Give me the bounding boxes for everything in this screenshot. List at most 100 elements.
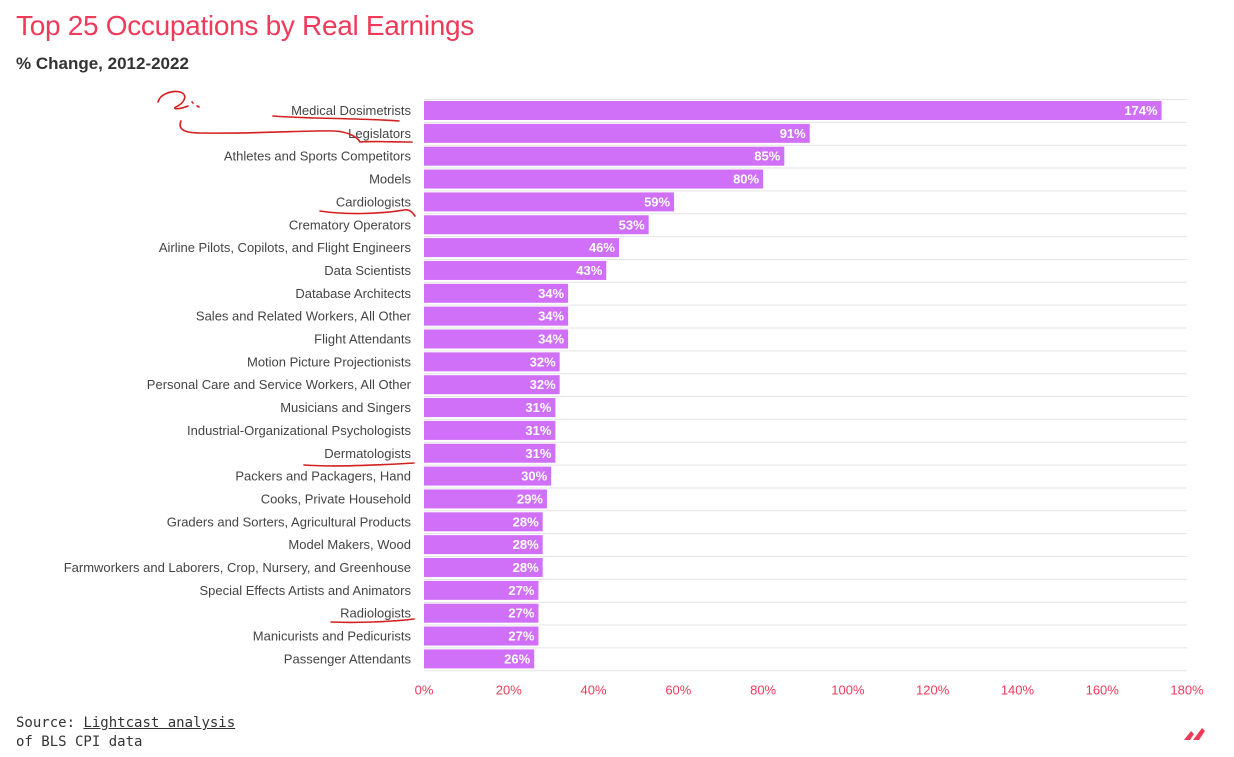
bar xyxy=(424,352,560,372)
category-label: Musicians and Singers xyxy=(280,400,411,415)
category-label: Passenger Attendants xyxy=(284,651,412,666)
bar xyxy=(424,626,539,646)
category-label: Models xyxy=(369,172,411,187)
data-label: 34% xyxy=(538,309,564,324)
category-label: Database Architects xyxy=(295,286,411,301)
data-label: 28% xyxy=(513,537,539,552)
data-label: 59% xyxy=(644,194,670,209)
category-label: Sales and Related Workers, All Other xyxy=(196,309,412,324)
x-tick-label: 140% xyxy=(1001,682,1035,697)
annotation-scribble xyxy=(157,90,189,110)
bar xyxy=(424,375,560,395)
category-label: Packers and Packagers, Hand xyxy=(235,469,411,484)
category-label: Dermatologists xyxy=(324,446,411,461)
annotation-underline xyxy=(179,120,413,143)
annotation-underline xyxy=(272,115,400,122)
data-label: 32% xyxy=(530,354,556,369)
bar xyxy=(424,489,547,509)
bar xyxy=(424,215,649,235)
bar xyxy=(424,535,543,555)
data-label: 80% xyxy=(733,172,759,187)
data-label: 174% xyxy=(1124,103,1158,118)
bar xyxy=(424,123,810,143)
bar xyxy=(424,603,539,623)
bar xyxy=(424,398,556,418)
category-label: Flight Attendants xyxy=(314,332,411,347)
x-tick-label: 0% xyxy=(415,682,434,697)
bar xyxy=(424,329,569,349)
category-label: Industrial-Organizational Psychologists xyxy=(187,423,411,438)
annotation-underline xyxy=(303,462,415,467)
chart-title: Top 25 Occupations by Real Earnings xyxy=(16,10,474,41)
x-tick-label: 180% xyxy=(1170,682,1204,697)
annotation-scribble xyxy=(191,101,194,104)
brand-logo-icon xyxy=(1184,728,1205,740)
bar xyxy=(424,169,764,189)
data-label: 53% xyxy=(619,217,645,232)
bar xyxy=(424,146,785,166)
source-prefix: Source: xyxy=(16,715,84,731)
bar xyxy=(424,101,1162,120)
data-label: 46% xyxy=(589,240,615,255)
bar xyxy=(424,649,535,669)
bar xyxy=(424,558,543,577)
chart-subtitle: % Change, 2012-2022 xyxy=(16,54,189,73)
category-label: Data Scientists xyxy=(324,263,411,278)
data-label: 29% xyxy=(517,491,543,506)
data-label: 31% xyxy=(525,423,551,438)
category-label: Airline Pilots, Copilots, and Flight Eng… xyxy=(159,240,412,255)
data-label: 32% xyxy=(530,377,556,392)
x-tick-label: 100% xyxy=(831,682,865,697)
category-label: Manicurists and Pedicurists xyxy=(253,629,412,644)
bar xyxy=(424,420,556,440)
data-label: 30% xyxy=(521,469,547,484)
x-tick-label: 80% xyxy=(750,682,776,697)
category-label: Crematory Operators xyxy=(289,217,412,232)
category-label: Cooks, Private Household xyxy=(261,491,411,506)
data-label: 27% xyxy=(508,583,534,598)
category-label: Farmworkers and Laborers, Crop, Nursery,… xyxy=(64,560,411,575)
bar xyxy=(424,306,569,326)
category-label: Cardiologists xyxy=(336,194,412,209)
data-label: 31% xyxy=(525,400,551,415)
annotation-underline xyxy=(319,209,416,217)
data-label: 27% xyxy=(508,606,534,621)
bar xyxy=(424,192,675,212)
bar xyxy=(424,260,607,280)
data-label: 27% xyxy=(508,629,534,644)
source-note: Source: Lightcast analysis of BLS CPI da… xyxy=(16,714,235,752)
x-tick-label: 60% xyxy=(665,682,691,697)
data-label: 31% xyxy=(525,446,551,461)
bar xyxy=(424,238,619,258)
x-tick-label: 40% xyxy=(581,682,607,697)
category-label: Legislators xyxy=(348,126,411,141)
bar xyxy=(424,466,552,486)
category-label: Medical Dosimetrists xyxy=(291,103,411,118)
data-label: 28% xyxy=(513,514,539,529)
data-label: 34% xyxy=(538,286,564,301)
data-label: 26% xyxy=(504,651,530,666)
category-label: Special Effects Artists and Animators xyxy=(200,583,412,598)
annotation-scribble xyxy=(196,105,200,108)
data-label: 85% xyxy=(754,149,780,164)
category-label: Model Makers, Wood xyxy=(288,537,411,552)
data-label: 91% xyxy=(780,126,806,141)
source-link[interactable]: Lightcast analysis xyxy=(83,715,236,731)
source-line2: of BLS CPI data xyxy=(16,734,143,750)
category-label: Athletes and Sports Competitors xyxy=(224,149,412,164)
data-label: 28% xyxy=(513,560,539,575)
bar xyxy=(424,283,569,303)
category-label: Personal Care and Service Workers, All O… xyxy=(147,377,412,392)
annotation-underline xyxy=(330,618,415,624)
x-tick-label: 160% xyxy=(1086,682,1120,697)
bar xyxy=(424,580,539,600)
bar xyxy=(424,443,556,463)
category-label: Radiologists xyxy=(340,606,411,621)
data-label: 34% xyxy=(538,332,564,347)
x-tick-label: 120% xyxy=(916,682,950,697)
bar xyxy=(424,512,543,532)
x-tick-label: 20% xyxy=(496,682,522,697)
data-label: 43% xyxy=(576,263,602,278)
category-label: Graders and Sorters, Agricultural Produc… xyxy=(167,514,412,529)
